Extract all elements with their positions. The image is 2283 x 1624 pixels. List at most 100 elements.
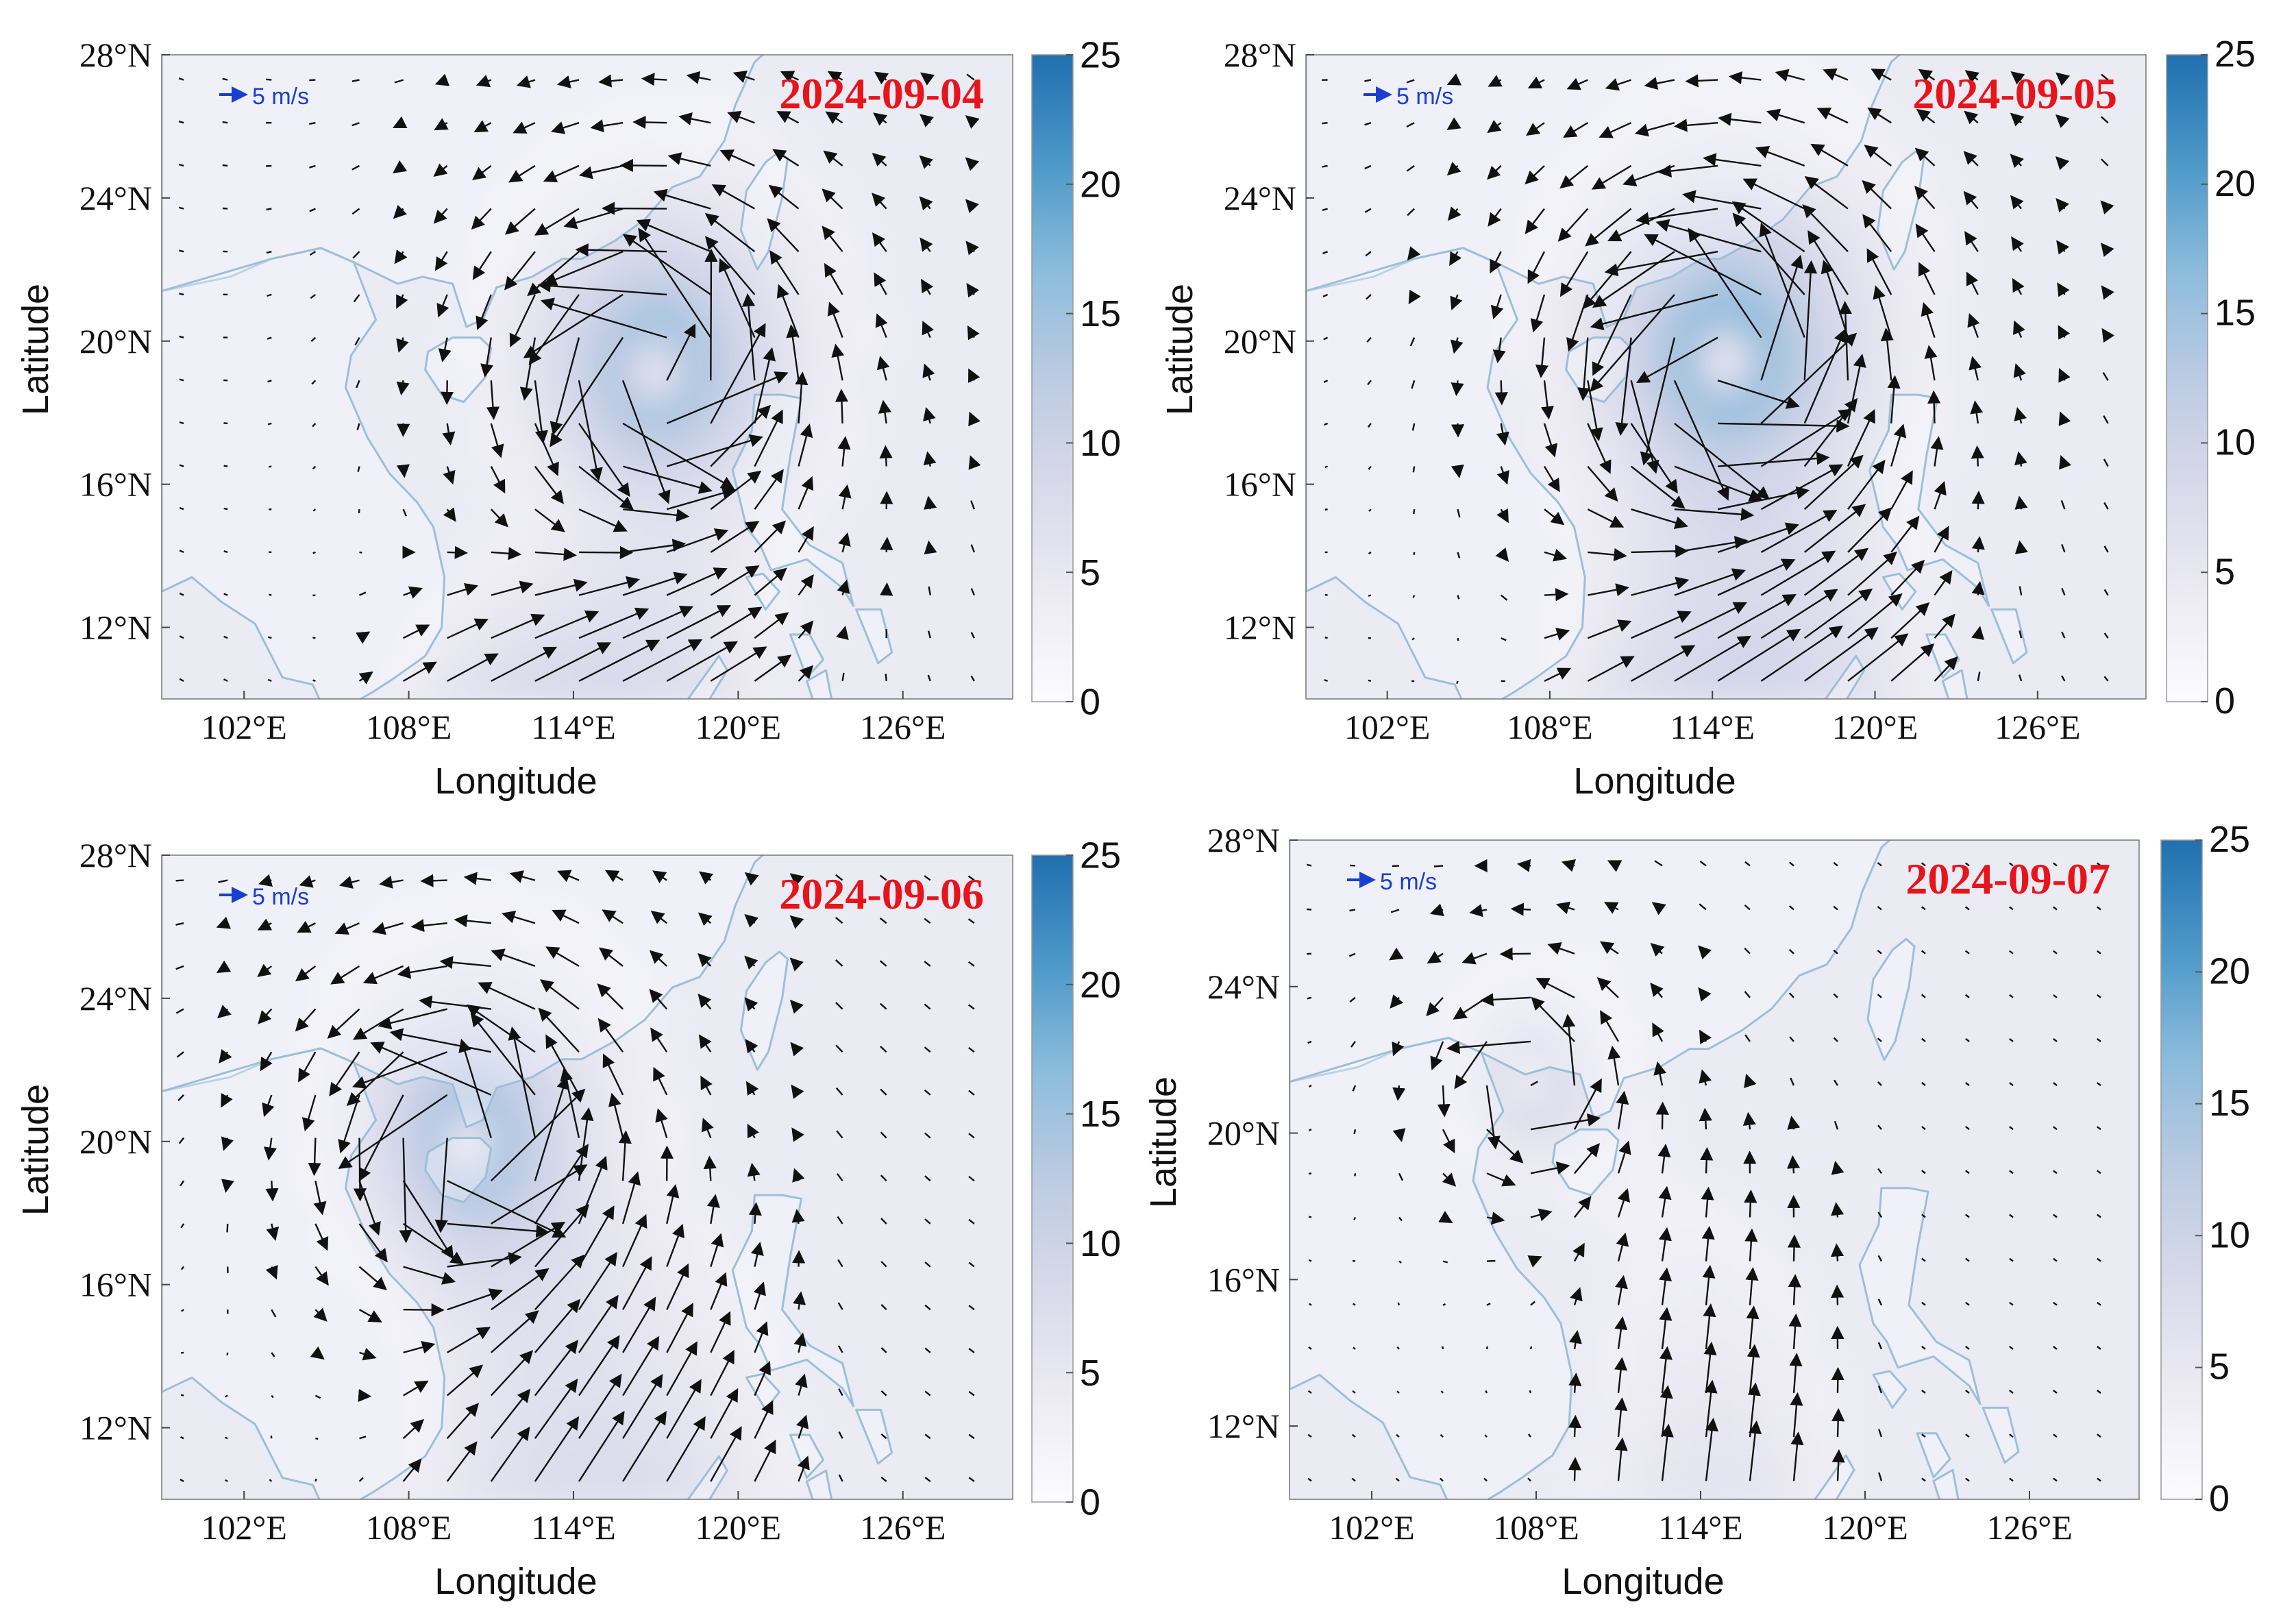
wind-arrow	[1527, 76, 1545, 88]
wind-arrow	[602, 909, 624, 924]
wind-arrow	[1833, 905, 1838, 911]
wind-arrow	[1544, 667, 1572, 682]
wind-arrow	[924, 1046, 931, 1053]
wind-arrow	[1971, 445, 1984, 467]
wind-arrow	[1590, 293, 1718, 330]
date-label: 2024-09-05	[1912, 69, 2117, 118]
wind-arrow	[1760, 408, 1853, 467]
wind-arrow	[1921, 862, 1926, 867]
wind-arrow	[1389, 947, 1404, 961]
wind-arrow	[1457, 552, 1461, 558]
wind-arrow	[919, 196, 933, 211]
wind-arrow	[1699, 860, 1707, 867]
wind-arrow	[1921, 302, 1936, 338]
wind-arrow	[1592, 294, 1632, 376]
wind-arrow	[1964, 231, 1979, 252]
wind-arrow	[1368, 594, 1372, 597]
wind-arrow	[267, 336, 272, 340]
wind-arrow	[1486, 1172, 1516, 1187]
wind-arrow	[2103, 632, 2109, 639]
wind-arrow	[1309, 1303, 1312, 1306]
y-tick-label: 12°N	[79, 1409, 152, 1447]
coastline-palawan	[1814, 1454, 1855, 1499]
wind-arrow	[1918, 262, 1936, 295]
wind-arrow	[1705, 1418, 1719, 1481]
wind-arrow	[1644, 234, 1762, 295]
y-tick-label: 16°N	[1224, 465, 1296, 504]
wind-arrow	[1365, 251, 1372, 257]
wind-arrow	[1650, 942, 1665, 957]
wind-arrow	[1847, 409, 1875, 467]
wind-arrow	[1446, 162, 1461, 176]
wind-arrow	[222, 121, 228, 124]
coastline-indochina	[162, 247, 446, 699]
wind-arrow	[1747, 1382, 1761, 1438]
wind-arrow	[1406, 164, 1415, 172]
wind-arrow	[1965, 1301, 1970, 1306]
wind-arrow	[1729, 71, 1762, 84]
wind-arrow	[447, 545, 468, 559]
wind-arrow	[271, 1352, 275, 1357]
wind-arrow	[666, 1263, 689, 1310]
wind-arrow	[966, 73, 975, 81]
wind-arrow	[403, 661, 437, 682]
wind-arrow	[1603, 902, 1619, 914]
wind-arrow	[710, 565, 760, 596]
wind-arrow	[2097, 1346, 2101, 1350]
wind-arrow	[1587, 656, 1635, 682]
wind-arrow	[1490, 294, 1504, 319]
wind-arrow	[924, 1304, 931, 1311]
wind-arrow	[791, 1209, 805, 1225]
wind-arrow	[1530, 1081, 1538, 1087]
wind-arrow	[698, 871, 714, 885]
wind-arrow	[1451, 464, 1464, 479]
wind-arrow	[2011, 236, 2024, 252]
wind-arrow	[491, 1268, 550, 1311]
wind-arrow	[1699, 1069, 1712, 1086]
wind-arrow	[880, 1347, 887, 1353]
wind-arrow	[1803, 627, 1879, 682]
wind-arrow	[1412, 595, 1416, 598]
wind-arrow	[698, 952, 712, 968]
wind-arrow	[667, 152, 711, 167]
coastline-indochina	[1306, 247, 1586, 699]
wind-arrow	[356, 631, 371, 644]
wind-arrow	[1442, 1172, 1457, 1187]
wind-arrow	[1407, 246, 1421, 261]
wind-arrow	[2058, 325, 2071, 340]
wind-arrow	[180, 1478, 184, 1482]
wind-arrow	[1561, 859, 1577, 872]
wind-arrow	[798, 620, 814, 639]
wind-arrow	[968, 1133, 975, 1139]
wind-arrow	[314, 1478, 317, 1482]
wind-arrow	[967, 1004, 975, 1010]
x-tick-label: 108°E	[1493, 1508, 1579, 1547]
wind-arrow	[1674, 635, 1751, 682]
wind-arrow	[1323, 336, 1329, 341]
wind-arrow	[1568, 1373, 1582, 1394]
wind-arrow	[534, 1340, 578, 1397]
wind-arrow	[1674, 119, 1718, 132]
wind-arrow	[176, 1051, 184, 1058]
wind-arrow	[1590, 294, 1675, 393]
wind-arrow	[2101, 328, 2115, 343]
wind-arrow	[710, 323, 766, 424]
wind-arrow	[2103, 502, 2109, 510]
wind-arrow	[403, 624, 430, 639]
wind-arrow	[2097, 1126, 2101, 1131]
wind-arrow	[1630, 423, 1678, 494]
wind-arrow	[1838, 301, 1852, 381]
wind-arrow	[439, 955, 491, 970]
wind-arrow	[578, 576, 641, 596]
wind-arrow	[434, 1137, 448, 1233]
wind-arrow	[1659, 1385, 1673, 1438]
wind-arrow	[1682, 190, 1762, 210]
wind-arrow	[879, 917, 887, 924]
wind-arrow	[402, 1380, 429, 1397]
wind-arrow	[1364, 79, 1372, 82]
wind-arrow	[297, 920, 316, 933]
wind-arrow	[1573, 1078, 1602, 1130]
wind-arrow	[1700, 1147, 1714, 1174]
wind-arrow	[1495, 548, 1509, 562]
wind-arrow	[622, 1373, 663, 1439]
